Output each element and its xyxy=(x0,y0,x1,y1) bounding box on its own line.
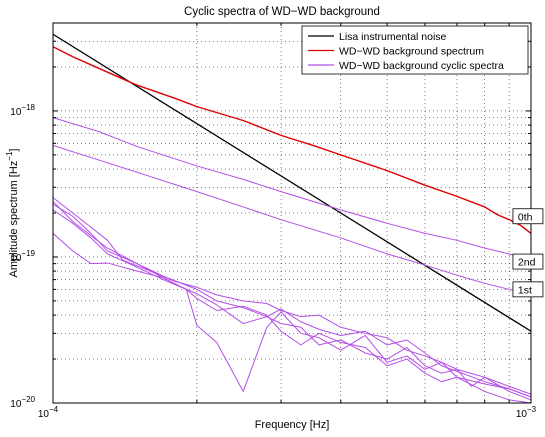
legend-entry-label: Lisa instrumental noise xyxy=(339,31,447,43)
y-tick-label: 10−20 xyxy=(10,395,35,410)
annotation-label: 0th xyxy=(518,211,533,223)
y-axis-label-sup: −1 xyxy=(5,151,14,161)
y-axis-label: Amplitude spectrum [Hz−1] xyxy=(5,149,20,278)
annotations: 0th 2nd 1st xyxy=(512,208,544,298)
x-tick-label-exp: −3 xyxy=(527,405,537,414)
series-line-7 xyxy=(53,201,531,398)
annotation-label: 2nd xyxy=(518,257,536,269)
y-tick-label-exp: −19 xyxy=(21,249,35,258)
y-axis-label-end: ] xyxy=(8,149,20,152)
plot-clip-group xyxy=(53,33,531,403)
y-tick-label-exp: −18 xyxy=(21,103,35,112)
annotation-box xyxy=(512,208,544,225)
series-line-8 xyxy=(53,233,531,403)
series-line-6 xyxy=(53,209,531,401)
x-tick-label: 10−4 xyxy=(38,405,59,420)
y-axis-label-main: Amplitude spectrum [Hz xyxy=(8,161,20,278)
y-tick-label-base: 10 xyxy=(10,253,22,264)
legend-entry-label: WD−WD background cyclic spectra xyxy=(339,60,504,72)
y-tick-label-exp: −20 xyxy=(21,395,35,404)
annotation-label: 1st xyxy=(518,284,532,296)
series-line-2 xyxy=(53,117,531,263)
x-tick-label-base: 10 xyxy=(38,409,50,420)
chart-title: Cyclic spectra of WD−WD background xyxy=(184,6,380,18)
series-line-3 xyxy=(53,144,531,296)
y-tick-label: 10−19 xyxy=(10,249,35,264)
x-tick-label-base: 10 xyxy=(516,409,528,420)
y-tick-label-base: 10 xyxy=(10,107,22,118)
x-axis-label: Frequency [Hz] xyxy=(255,419,330,431)
legend: Lisa instrumental noise WD−WD background … xyxy=(301,25,529,75)
x-tick-label: 10−3 xyxy=(516,405,537,420)
legend-box xyxy=(301,25,529,75)
legend-entry-label: WD−WD background spectrum xyxy=(339,46,484,58)
x-tick-label-exp: −4 xyxy=(49,405,59,414)
annotation-box xyxy=(512,281,544,298)
y-tick-label: 10−18 xyxy=(10,103,35,118)
annotation-box xyxy=(512,253,544,270)
series-line-1 xyxy=(53,46,531,234)
y-tick-label-base: 10 xyxy=(10,399,22,410)
plot-area xyxy=(53,23,531,403)
